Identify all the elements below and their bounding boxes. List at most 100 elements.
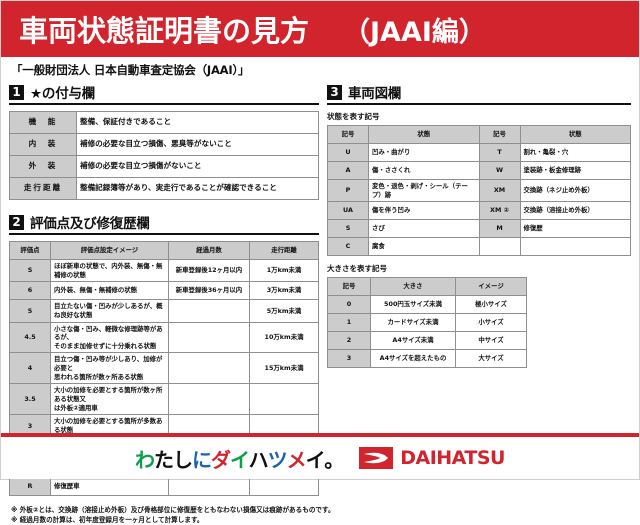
- criteria-label: 外 装: [9, 155, 77, 178]
- state-symbol-row: A 傷・ささくれ W 塗装跡・板金修理跡: [327, 161, 631, 180]
- slogan-char: に: [192, 447, 212, 472]
- criteria-text: 整備、保証付きであること: [76, 111, 319, 134]
- symbol-description-cell: [519, 237, 631, 257]
- symbol-cell: XM: [478, 178, 521, 203]
- size-image-cell: 中サイズ: [455, 331, 527, 351]
- size-symbol-row: 2 A4サイズ未満 中サイズ: [327, 331, 527, 351]
- star-criteria-row: 外 装補修の必要な目立つ損傷がないこと: [9, 155, 319, 178]
- score-description-cell: 小さな傷・凹み、軽微な修理跡等があるが、 そのまま加修せずに十分乗れる状態: [50, 321, 169, 354]
- right-column: 3 車両図欄 状態を表す記号 記号 状態 記号 状態 U 凹み・曲がり T 割れ・亀裂・穴 A 傷…: [327, 82, 631, 496]
- star-criteria-row: 機 能整備、保証付きであること: [9, 111, 319, 134]
- symbol-cell: A: [327, 161, 369, 180]
- section-2-title: 評価点及び修復歴欄: [30, 216, 150, 232]
- symbol-description-cell: 割れ・亀裂・穴: [519, 143, 631, 162]
- evaluation-row: 4.5 小さな傷・凹み、軽微な修理跡等があるが、 そのまま加修せずに十分乗れる状態 1…: [9, 321, 319, 354]
- score-cell: 5: [9, 299, 51, 323]
- score-cell: S: [9, 258, 51, 283]
- criteria-label: 機 能: [9, 111, 77, 134]
- months-cell: [168, 352, 250, 385]
- size-description-cell: カードサイズ未満: [370, 313, 456, 333]
- symbol-description-cell: 傷・ささくれ: [368, 161, 480, 180]
- section-3-number: 3: [327, 84, 342, 100]
- evaluation-row: 5 目立たない傷・凹みが少しあるが、概ね良好な状態 5万km未満: [9, 299, 319, 323]
- months-cell: [168, 383, 250, 416]
- score-description-cell: 修復歴車: [50, 476, 169, 496]
- score-description-cell: 目立たない傷・凹みが少しあるが、概ね良好な状態: [50, 299, 169, 323]
- daihatsu-logo: DAIHATSU: [359, 447, 505, 469]
- footnote-1: ※ 外板②とは、交換跡（溶接止め外板）及び骨格部位に修復歴をともなわない損傷又は…: [11, 505, 335, 514]
- size-description-cell: A4サイズを超えたもの: [370, 349, 456, 369]
- symbol-description-cell: 塗装跡・板金修理跡: [519, 161, 631, 180]
- distance-cell: 5万km未満: [249, 299, 319, 323]
- footnotes: ※ 外板②とは、交換跡（溶接止め外板）及び骨格部位に修復歴をともなわない損傷又は…: [11, 505, 639, 525]
- star-criteria-row: 走行距離 整備記録簿等があり、実走行であることが確認できること: [9, 177, 319, 200]
- symbol-cell: [478, 237, 521, 257]
- evaluation-row: 3.5 大小の加修を必要とする箇所が数ヶ所ある状態又 は外板②適用車: [9, 383, 319, 416]
- symbol-description-cell: 変色・退色・剥げ・シール（テープ）跡: [368, 178, 480, 203]
- size-symbol-row: 0 500円玉サイズ未満 極小サイズ: [327, 295, 527, 315]
- size-symbol-cell: 0: [327, 295, 371, 315]
- table-header-row: 記号 状態 記号 状態: [327, 125, 631, 144]
- symbol-description-cell: さび: [368, 219, 480, 239]
- score-description-cell: ほぼ新車の状態で、内外装、無傷・無補修の状態: [50, 258, 169, 283]
- daihatsu-d-mark-icon: [359, 447, 394, 469]
- table-header-row: 記号 大きさ イメージ: [327, 277, 527, 297]
- column-header: 記号: [478, 125, 521, 144]
- size-symbol-row: 3 A4サイズを超えたもの 大サイズ: [327, 349, 527, 369]
- size-symbols-caption: 大きさを表す記号: [327, 264, 387, 274]
- size-image-cell: 大サイズ: [455, 349, 527, 369]
- column-header: 状態: [368, 125, 480, 144]
- size-symbol-cell: 1: [327, 313, 371, 333]
- months-cell: [168, 299, 250, 323]
- brand-name: DAIHATSU: [400, 447, 505, 469]
- page-title-suffix: （JAAI編）: [343, 16, 486, 48]
- slogan-char: た: [154, 447, 174, 472]
- column-header: 評価点: [9, 241, 51, 260]
- state-symbols-table: 記号 状態 記号 状態 U 凹み・曲がり T 割れ・亀裂・穴 A 傷・ささくれ W 塗装跡・板金修理跡…: [327, 125, 631, 257]
- symbol-description-cell: 修復歴: [519, 219, 631, 239]
- state-symbols-caption: 状態を表す記号: [327, 112, 380, 121]
- criteria-text: 整備記録簿等があり、実走行であることが確認できること: [76, 177, 319, 200]
- months-cell: [168, 476, 250, 496]
- distance-cell: [249, 383, 319, 416]
- symbol-description-cell: 凹み・曲がり: [368, 143, 480, 162]
- column-header: 経過月数: [168, 241, 250, 260]
- slogan-char: ダ: [211, 447, 231, 472]
- column-header: 大きさ: [370, 277, 456, 297]
- symbol-cell: U: [327, 143, 369, 162]
- symbol-cell: P: [327, 178, 369, 203]
- symbol-description-cell: 交換跡（溶接止め外板）: [519, 201, 631, 221]
- footnote-2: ※ 経過月数の計算は、初年度登録月を一ヶ月として計算します。: [11, 516, 204, 525]
- section-1-title: ★の付与欄: [30, 86, 96, 102]
- score-cell: R: [9, 476, 51, 496]
- distance-cell: [249, 476, 319, 496]
- slogan-char: メ: [286, 447, 307, 472]
- months-cell: [168, 321, 250, 354]
- evaluation-row: 4 目立つ傷・凹み等が少しあり、加修が必要と 思われる箇所が数ヶ所ある状態 15万km…: [9, 352, 319, 385]
- section-3-heading: 3 車両図欄: [327, 82, 631, 105]
- footer: わたしにダイハツメイ。 DAIHATSU: [1, 437, 639, 479]
- size-description-cell: A4サイズ未満: [370, 331, 456, 351]
- size-symbols-table: 記号 大きさ イメージ 0 500円玉サイズ未満 極小サイズ 1 カードサイズ未満 小サイズ 2 A…: [327, 277, 527, 369]
- slogan-char: イ: [230, 447, 250, 472]
- months-cell: 新車登録後12ヶ月以内: [168, 258, 250, 283]
- organization-subtitle: 「一般財団法人 日本自動車査定協会（JAAI）」: [11, 63, 250, 77]
- column-header: イメージ: [455, 277, 527, 297]
- slogan-char: 。: [324, 447, 344, 472]
- slogan-char: ツ: [267, 447, 288, 472]
- criteria-text: 補修の必要な目立つ損傷がないこと: [76, 155, 319, 178]
- slogan-char: ハ: [248, 447, 269, 472]
- size-image-cell: 極小サイズ: [455, 295, 527, 315]
- symbol-description-cell: 腐食: [368, 237, 480, 257]
- section-2-heading: 2 評価点及び修復歴欄: [9, 212, 319, 235]
- column-header: 記号: [327, 277, 371, 297]
- criteria-label: 走行距離: [9, 177, 77, 200]
- score-cell: 6: [9, 281, 51, 301]
- content-columns: 1 ★の付与欄 機 能整備、保証付きであること内 装補修の必要な目立つ損傷、悪臭…: [1, 80, 639, 496]
- state-symbol-row: S さび M 修復歴: [327, 219, 631, 239]
- distance-cell: 1万km未満: [249, 258, 319, 283]
- symbol-cell: C: [327, 237, 369, 257]
- distance-cell: 15万km未満: [249, 352, 319, 385]
- criteria-text: 補修の必要な目立つ損傷、悪臭等がないこと: [76, 133, 319, 156]
- distance-cell: 3万km未満: [249, 281, 319, 301]
